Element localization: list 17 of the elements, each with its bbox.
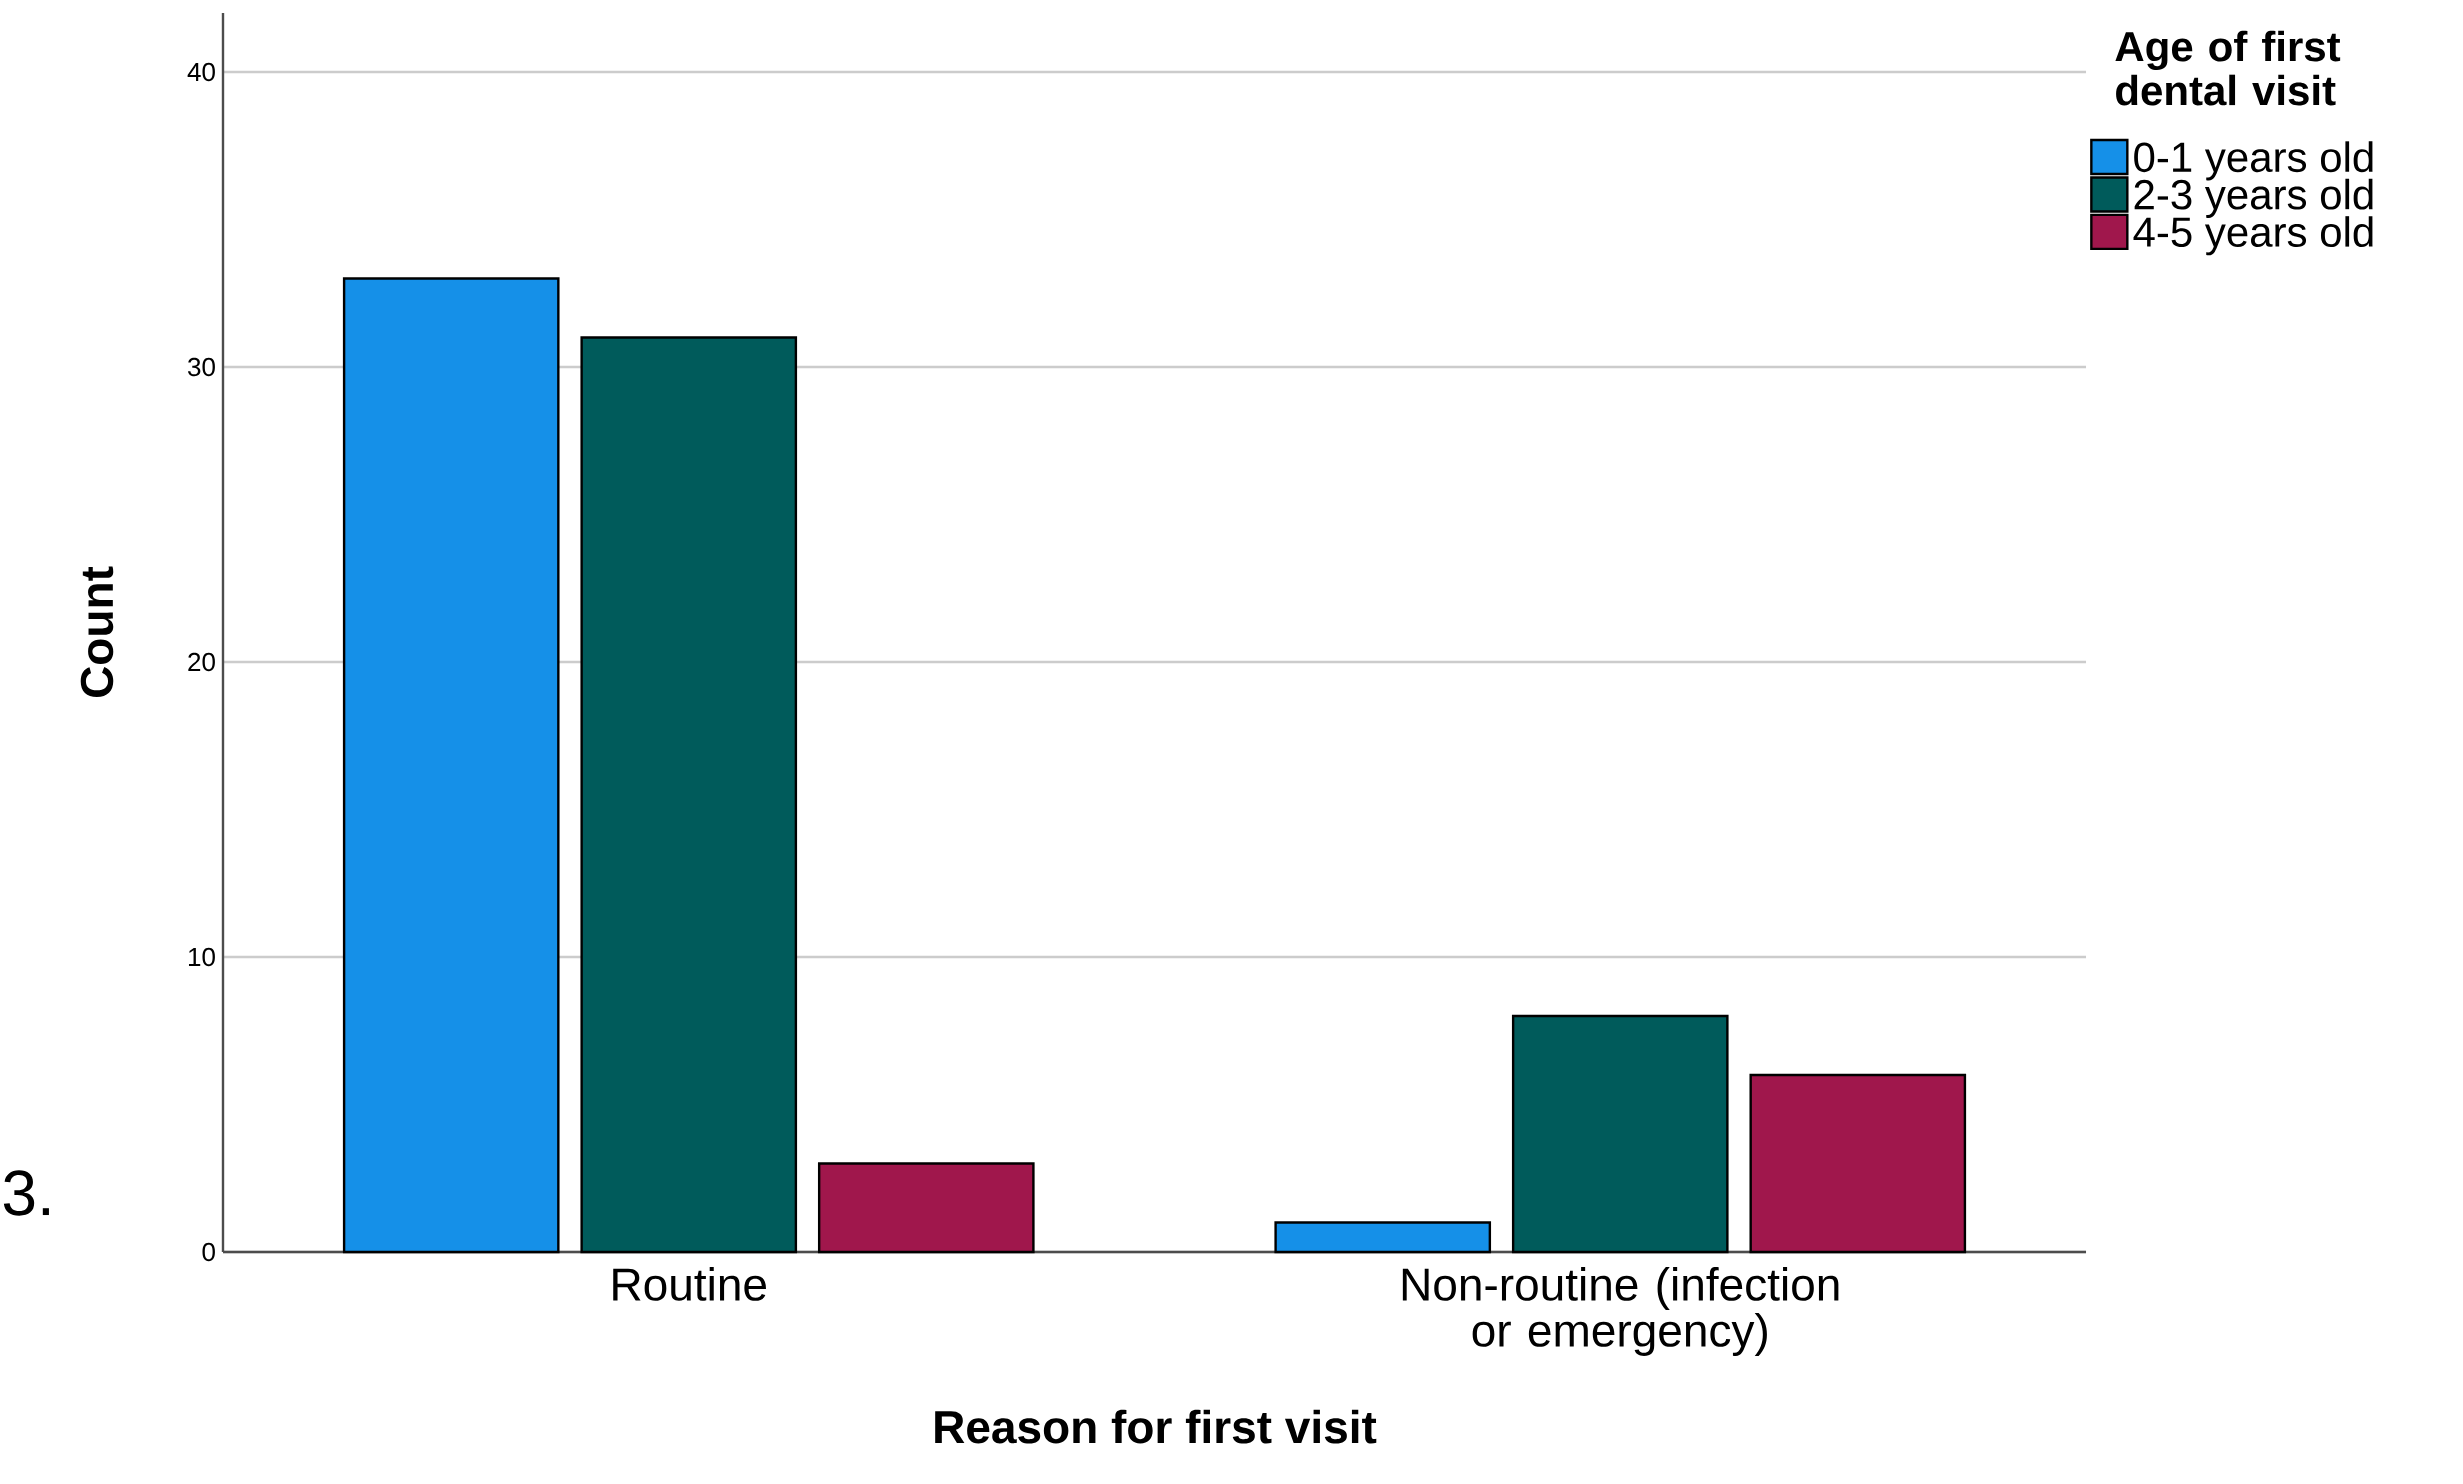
bar bbox=[1511, 1014, 1729, 1254]
legend-title: Age of first dental visit bbox=[2115, 30, 2341, 106]
y-axis-title: Count bbox=[80, 566, 114, 698]
y-tick-label: 0 bbox=[202, 1242, 215, 1262]
y-tick-label: 40 bbox=[187, 62, 215, 82]
x-tick-label: Non-routine (infection or emergency) bbox=[1402, 1267, 1839, 1356]
y-tick-label: 20 bbox=[188, 652, 215, 672]
bar bbox=[1749, 1073, 1967, 1254]
bar bbox=[580, 336, 798, 1254]
bar bbox=[1274, 1221, 1492, 1254]
y-tick-label: 10 bbox=[188, 947, 215, 967]
x-tick-label: Routine bbox=[613, 1267, 766, 1301]
x-axis-title: Reason for first visit bbox=[935, 1409, 1377, 1444]
bar bbox=[342, 277, 560, 1254]
y-tick-label: 30 bbox=[188, 357, 215, 377]
bar bbox=[817, 1162, 1035, 1254]
text: 3. bbox=[3, 1170, 49, 1216]
